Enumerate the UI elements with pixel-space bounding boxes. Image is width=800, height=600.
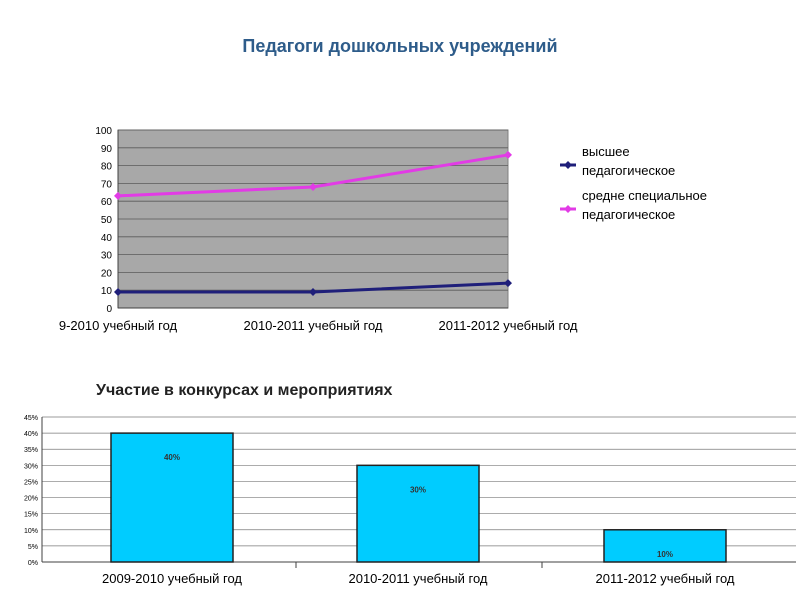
line-y-tick-label: 0 <box>106 304 112 315</box>
bar-3 <box>603 529 727 563</box>
legend-label-1-line2: педагогическое <box>582 163 675 178</box>
bar-y-tick-label: 35% <box>24 447 38 454</box>
line-series-1-point <box>309 287 317 296</box>
line-y-tick-label: 90 <box>101 144 113 155</box>
bar-1 <box>110 432 234 563</box>
line-y-tick-label: 100 <box>95 126 112 137</box>
bar-2 <box>356 464 480 563</box>
legend-marker-1 <box>564 161 572 169</box>
bar-x-tick-label: 2010-2011 учебный год <box>348 571 487 586</box>
line-y-tick-label: 70 <box>101 179 113 190</box>
bar-x-tick-label: 2011-2012 учебный год <box>595 571 734 586</box>
legend-label-1-line1: высшее <box>582 144 630 159</box>
line-y-tick-label: 40 <box>101 233 113 244</box>
bar-data-label: 40% <box>164 453 180 462</box>
bar-y-tick-label: 0% <box>28 560 38 567</box>
bar-y-tick-label: 40% <box>24 431 38 438</box>
line-x-tick-label: 2010-2011 учебный год <box>243 318 382 333</box>
line-y-tick-label: 30 <box>101 251 113 262</box>
line-y-tick-label: 60 <box>101 197 113 208</box>
bar-data-label: 10% <box>657 550 673 559</box>
bar-y-tick-label: 20% <box>24 496 38 503</box>
bar-y-tick-label: 25% <box>24 479 38 486</box>
bar-y-tick-label: 15% <box>24 512 38 519</box>
bar-chart-title: Участие в конкурсах и мероприятиях <box>96 382 393 399</box>
legend-label-2-line2: педагогическое <box>582 207 675 222</box>
bar-y-tick-label: 10% <box>24 528 38 535</box>
line-x-tick-label: 2011-2012 учебный год <box>438 318 577 333</box>
legend-label-2-line1: средне специальное <box>582 188 707 203</box>
legend-marker-2 <box>564 205 572 213</box>
line-series-1-point <box>114 287 122 296</box>
line-series-1-point <box>504 279 512 288</box>
bar-data-label: 30% <box>410 485 426 494</box>
line-x-tick-label: 9-2010 учебный год <box>59 318 178 333</box>
bar-x-tick-label: 2009-2010 учебный год <box>102 571 242 586</box>
line-y-tick-label: 80 <box>101 162 113 173</box>
line-series-2-point <box>504 150 512 159</box>
bar-y-tick-label: 30% <box>24 463 38 470</box>
bar-y-tick-label: 5% <box>28 544 38 551</box>
line-series-2-point <box>309 182 317 191</box>
line-series-2-point <box>114 191 122 200</box>
bar-y-tick-label: 45% <box>24 415 38 422</box>
line-y-tick-label: 10 <box>101 286 113 297</box>
line-y-tick-label: 20 <box>101 268 113 279</box>
line-chart-title: Педагоги дошкольных учреждений <box>242 36 558 56</box>
line-y-tick-label: 50 <box>101 215 113 226</box>
